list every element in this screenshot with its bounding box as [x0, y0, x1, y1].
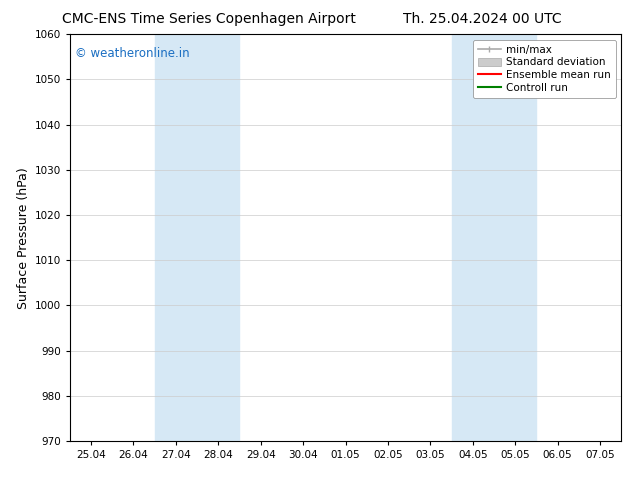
Bar — [451, 34, 536, 441]
Text: © weatheronline.in: © weatheronline.in — [75, 47, 190, 59]
Bar — [155, 34, 240, 441]
Text: CMC-ENS Time Series Copenhagen Airport: CMC-ENS Time Series Copenhagen Airport — [62, 12, 356, 26]
Y-axis label: Surface Pressure (hPa): Surface Pressure (hPa) — [17, 167, 30, 309]
Legend: min/max, Standard deviation, Ensemble mean run, Controll run: min/max, Standard deviation, Ensemble me… — [473, 40, 616, 98]
Text: Th. 25.04.2024 00 UTC: Th. 25.04.2024 00 UTC — [403, 12, 561, 26]
